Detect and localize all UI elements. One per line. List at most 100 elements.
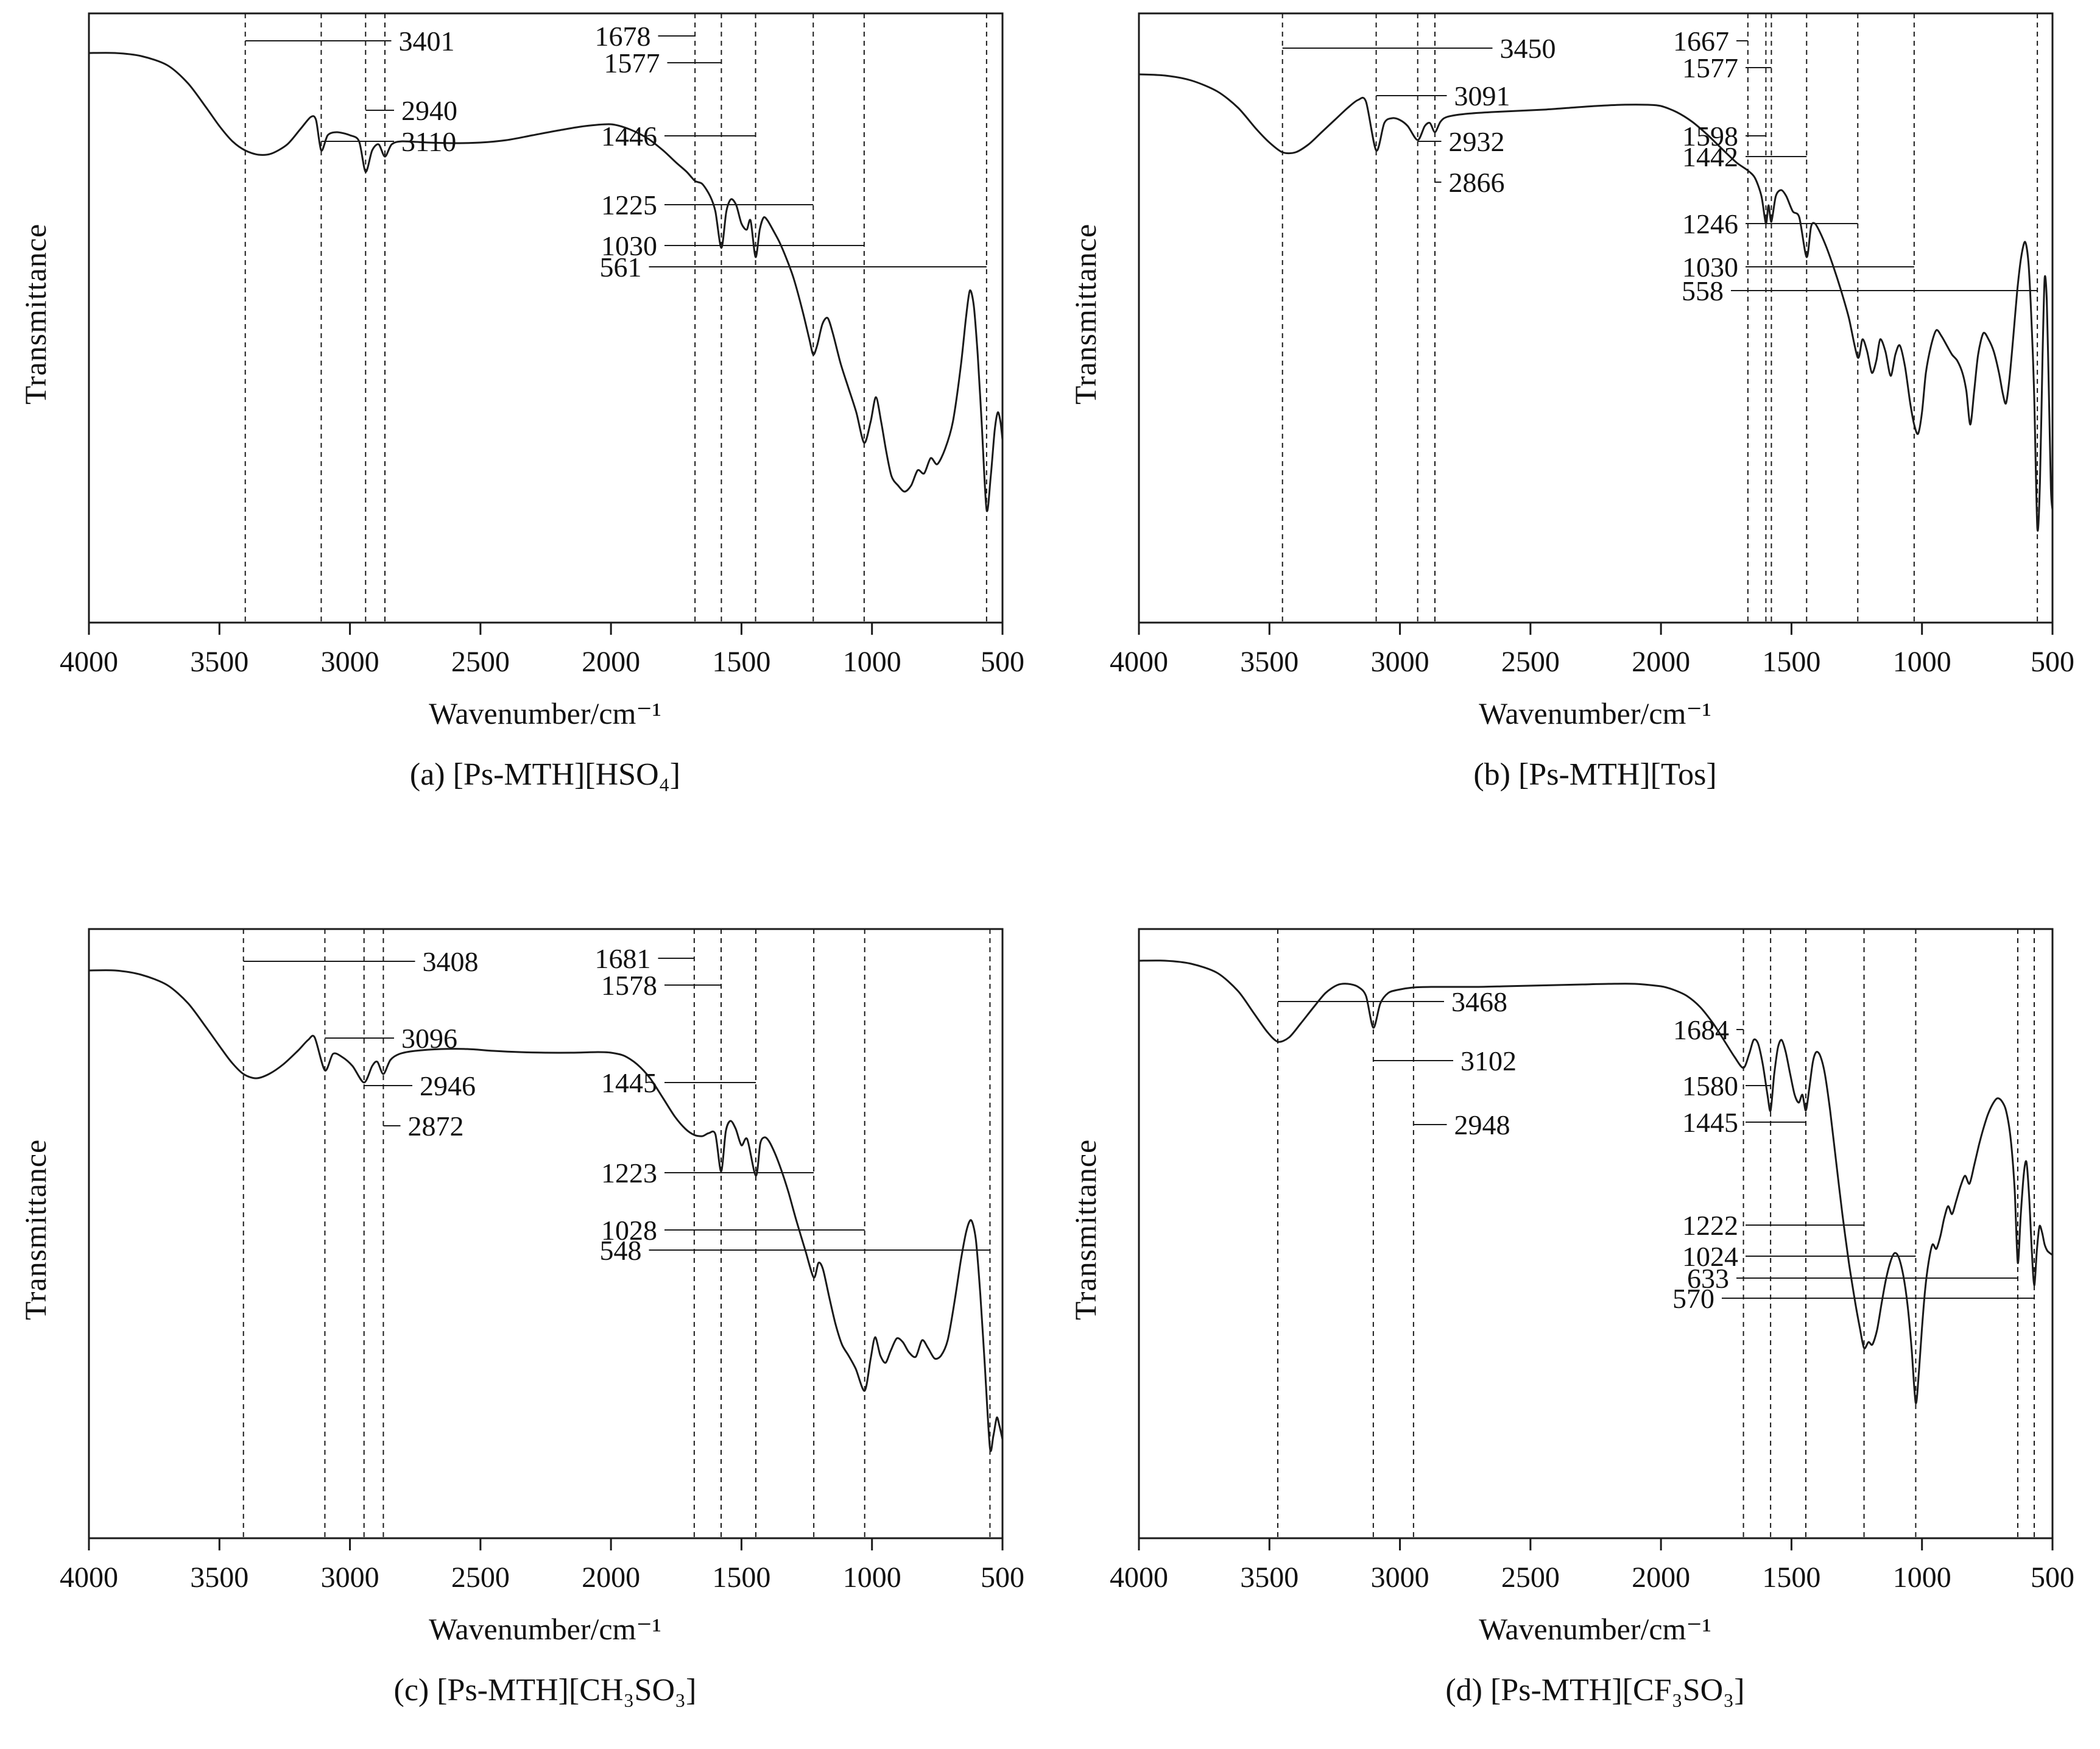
y-axis-label: Transmittance [1068, 223, 1102, 405]
y-axis-label: Transmittance [18, 1139, 52, 1320]
panel-caption: (c) [Ps-MTH][CH₃SO₃] [393, 1673, 697, 1708]
x-tick-label-2500: 2500 [1501, 1561, 1560, 1594]
x-tick-label-3000: 3000 [1371, 1561, 1429, 1594]
annotation-label-1028: 1028 [601, 1215, 657, 1246]
spectrum-curve [88, 52, 1004, 512]
annotation-label-1598: 1598 [1682, 121, 1738, 152]
panel-caption: (a) [Ps-MTH][HSO₄] [409, 757, 681, 792]
panel-c-plot-row: Transmittance 4000 3500 3000 2500 2000 1500 10… [16, 920, 1050, 1603]
annotation-label-1667: 1667 [1673, 26, 1729, 57]
x-tick-label-1500: 1500 [1762, 1561, 1820, 1594]
annotation-label-2940: 2940 [401, 95, 457, 126]
x-tick-label-2000: 2000 [1632, 1561, 1690, 1594]
annotation-label-3110: 3110 [401, 126, 456, 157]
annotation-label-1446: 1446 [601, 121, 657, 152]
x-tick-label-2500: 2500 [451, 646, 510, 678]
panel-caption: (b) [Ps-MTH][Tos] [1473, 757, 1717, 792]
axis-box [1138, 928, 2054, 1539]
panel-c: Transmittance 4000 3500 3000 2500 2000 1500 10… [0, 874, 1050, 1749]
annotation-label-3102: 3102 [1460, 1045, 1517, 1076]
annotation-label-3091: 3091 [1454, 80, 1510, 111]
x-tick-label-1500: 1500 [712, 1561, 770, 1594]
x-tick-label-500: 500 [2031, 1561, 2074, 1594]
panel-b: Transmittance 4000 3500 3000 2500 2000 1500 10… [1050, 0, 2100, 874]
annotation-label-2932: 2932 [1449, 126, 1505, 157]
spectrum-plot-c: 4000 3500 3000 2500 2000 1500 1000 500 1681 3408 1… [60, 928, 1024, 1594]
panel-d: Transmittance 4000 3500 3000 2500 2000 1500 10… [1050, 874, 2100, 1749]
x-tick-label-500: 500 [2031, 646, 2074, 678]
axis-box [1138, 12, 2054, 624]
annotation-label-1222: 1222 [1682, 1210, 1738, 1241]
annotation-label-561: 561 [600, 252, 642, 283]
x-tick-label-500: 500 [981, 1561, 1024, 1594]
x-tick-label-1000: 1000 [1893, 646, 1951, 678]
annotation-label-1445: 1445 [601, 1067, 657, 1098]
x-tick-label-3500: 3500 [1240, 646, 1298, 678]
annotation-label-1681: 1681 [595, 943, 651, 974]
x-axis-label: Wavenumber/cm⁻¹ [429, 696, 661, 730]
annotation-label-1580: 1580 [1682, 1070, 1738, 1101]
annotation-label-1246: 1246 [1682, 208, 1738, 239]
x-axis-label: Wavenumber/cm⁻¹ [1479, 696, 1711, 730]
x-tick-label-3000: 3000 [321, 646, 379, 678]
annotation-label-2948: 2948 [1454, 1109, 1510, 1140]
x-tick-label-3500: 3500 [190, 1561, 248, 1594]
annotation-label-1030: 1030 [1682, 252, 1738, 283]
spectrum-plot-d: 4000 3500 3000 2500 2000 1500 1000 500 3468 1684 3… [1110, 928, 2074, 1594]
x-tick-label-1000: 1000 [843, 646, 901, 678]
annotation-label-3401: 3401 [399, 26, 455, 57]
x-tick-label-4000: 4000 [1110, 1561, 1168, 1594]
panel-a-plot-row: Transmittance 4000 3500 3000 2500 2000 1500 10… [16, 5, 1050, 687]
annotation-label-1577: 1577 [1682, 52, 1738, 83]
x-tick-label-3500: 3500 [1240, 1561, 1298, 1594]
annotation-label-1577: 1577 [604, 48, 660, 79]
x-tick-label-3000: 3000 [1371, 646, 1429, 678]
annotation-label-1442: 1442 [1682, 141, 1738, 172]
annotation-label-2866: 2866 [1449, 167, 1505, 198]
annotation-label-1578: 1578 [601, 970, 657, 1001]
spectrum-curve [1138, 959, 2054, 1404]
annotation-label-3096: 3096 [401, 1023, 457, 1054]
x-tick-label-2000: 2000 [1632, 646, 1690, 678]
spectrum-curve [1138, 73, 2054, 532]
panel-a: Transmittance 4000 3500 3000 2500 2000 1500 10… [0, 0, 1050, 874]
x-tick-label-500: 500 [981, 646, 1024, 678]
axis-box [88, 928, 1004, 1539]
annotation-label-1678: 1678 [595, 21, 651, 52]
annotation-label-1225: 1225 [601, 189, 657, 221]
x-tick-label-1000: 1000 [1893, 1561, 1951, 1594]
panel-b-plot-row: Transmittance 4000 3500 3000 2500 2000 1500 10… [1066, 5, 2100, 687]
y-axis-label: Transmittance [1068, 1139, 1102, 1320]
spectrum-plot-b: 4000 3500 3000 2500 2000 1500 1000 500 1667 3450 1… [1110, 12, 2074, 678]
x-tick-label-4000: 4000 [1110, 646, 1168, 678]
annotation-label-1445: 1445 [1682, 1107, 1738, 1138]
x-tick-label-1500: 1500 [712, 646, 770, 678]
x-tick-label-2000: 2000 [582, 646, 640, 678]
x-axis-label: Wavenumber/cm⁻¹ [429, 1612, 661, 1646]
annotation-label-548: 548 [600, 1235, 642, 1266]
panel-caption: (d) [Ps-MTH][CF₃SO₃] [1445, 1673, 1745, 1708]
annotation-label-570: 570 [1672, 1283, 1714, 1314]
x-tick-label-2000: 2000 [582, 1561, 640, 1594]
spectrum-plot-a: 4000 3500 3000 2500 2000 1500 1000 500 1678 3401 1… [60, 12, 1024, 678]
annotation-label-558: 558 [1682, 275, 1724, 306]
panel-d-plot-row: Transmittance 4000 3500 3000 2500 2000 1500 10… [1066, 920, 2100, 1603]
annotation-label-1684: 1684 [1673, 1014, 1729, 1045]
x-tick-label-4000: 4000 [60, 1561, 118, 1594]
x-tick-label-1500: 1500 [1762, 646, 1820, 678]
annotation-label-2946: 2946 [420, 1070, 476, 1101]
annotation-label-3408: 3408 [423, 946, 479, 977]
annotation-label-2872: 2872 [408, 1111, 464, 1142]
annotation-label-1223: 1223 [601, 1157, 657, 1189]
x-axis-label: Wavenumber/cm⁻¹ [1479, 1612, 1711, 1646]
annotation-label-1024: 1024 [1682, 1241, 1738, 1272]
annotation-label-3468: 3468 [1451, 986, 1507, 1017]
axis-box [88, 12, 1004, 624]
x-tick-label-2500: 2500 [1501, 646, 1560, 678]
x-tick-label-2500: 2500 [451, 1561, 510, 1594]
x-tick-label-3000: 3000 [321, 1561, 379, 1594]
x-tick-label-1000: 1000 [843, 1561, 901, 1594]
x-tick-label-3500: 3500 [190, 646, 248, 678]
spectrum-curve [88, 969, 1004, 1452]
